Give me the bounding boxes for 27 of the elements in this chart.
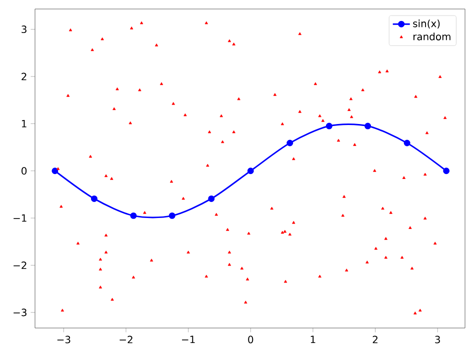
y-tick-label: 1 [22, 120, 26, 128]
point [364, 122, 372, 130]
y-tick-label: −2 [14, 262, 26, 269]
x-tick-label: 2 [372, 336, 378, 344]
legend-label: sin(x) [413, 20, 440, 28]
x-tick-label: −2 [120, 336, 132, 344]
y-tick-label: −1 [14, 214, 26, 222]
point [130, 212, 137, 219]
y-tick-label: 2 [22, 72, 26, 80]
point [208, 195, 215, 202]
point [90, 195, 98, 202]
point [286, 140, 294, 146]
point [443, 168, 450, 174]
x-tick-label: 1 [310, 336, 316, 344]
point [247, 168, 254, 174]
y-tick-label: 3 [22, 26, 26, 34]
legend-label: random [413, 32, 450, 40]
x-tick-label: −3 [57, 336, 70, 344]
point [404, 140, 410, 146]
x-tick-label: 0 [248, 336, 254, 344]
point [52, 168, 58, 174]
point [168, 212, 176, 219]
point [326, 122, 332, 130]
y-tick-label: −3 [14, 308, 26, 316]
x-tick-label: −1 [182, 336, 195, 344]
x-tick-label: 3 [435, 336, 440, 344]
y-tick-label: 0 [22, 167, 27, 175]
